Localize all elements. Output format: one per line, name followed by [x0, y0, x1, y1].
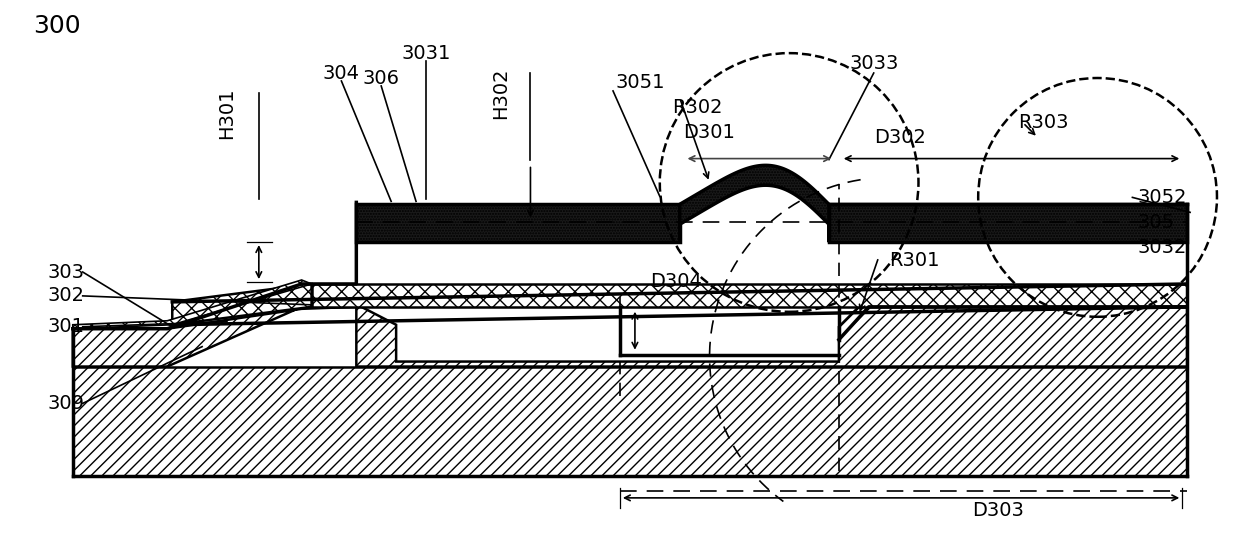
Text: 303: 303	[48, 263, 84, 282]
Text: R303: R303	[1018, 113, 1069, 132]
Polygon shape	[356, 204, 680, 242]
Polygon shape	[356, 307, 1187, 367]
Text: 301: 301	[48, 317, 84, 336]
Text: H302: H302	[491, 67, 510, 119]
Text: 3031: 3031	[402, 44, 450, 62]
Polygon shape	[830, 204, 1187, 242]
Polygon shape	[73, 307, 356, 367]
Text: D301: D301	[683, 123, 735, 142]
Text: D302: D302	[874, 128, 925, 147]
Text: R302: R302	[672, 98, 722, 118]
Polygon shape	[311, 284, 1187, 307]
Text: H301: H301	[217, 87, 237, 139]
Text: 306: 306	[363, 68, 399, 88]
Text: D304: D304	[650, 273, 702, 291]
Text: 309: 309	[48, 394, 84, 413]
Text: 3032: 3032	[1137, 238, 1187, 257]
Text: 3051: 3051	[615, 73, 665, 93]
Polygon shape	[73, 280, 311, 329]
Text: 304: 304	[322, 63, 360, 83]
Text: 305: 305	[1137, 213, 1174, 232]
Text: 302: 302	[48, 286, 84, 305]
Polygon shape	[73, 367, 1187, 476]
Text: 3033: 3033	[849, 54, 899, 72]
Text: 3052: 3052	[1137, 188, 1187, 207]
Text: 300: 300	[33, 14, 81, 38]
Text: R301: R301	[889, 251, 939, 269]
Polygon shape	[172, 284, 311, 325]
Text: D303: D303	[972, 501, 1024, 521]
Polygon shape	[680, 166, 830, 242]
